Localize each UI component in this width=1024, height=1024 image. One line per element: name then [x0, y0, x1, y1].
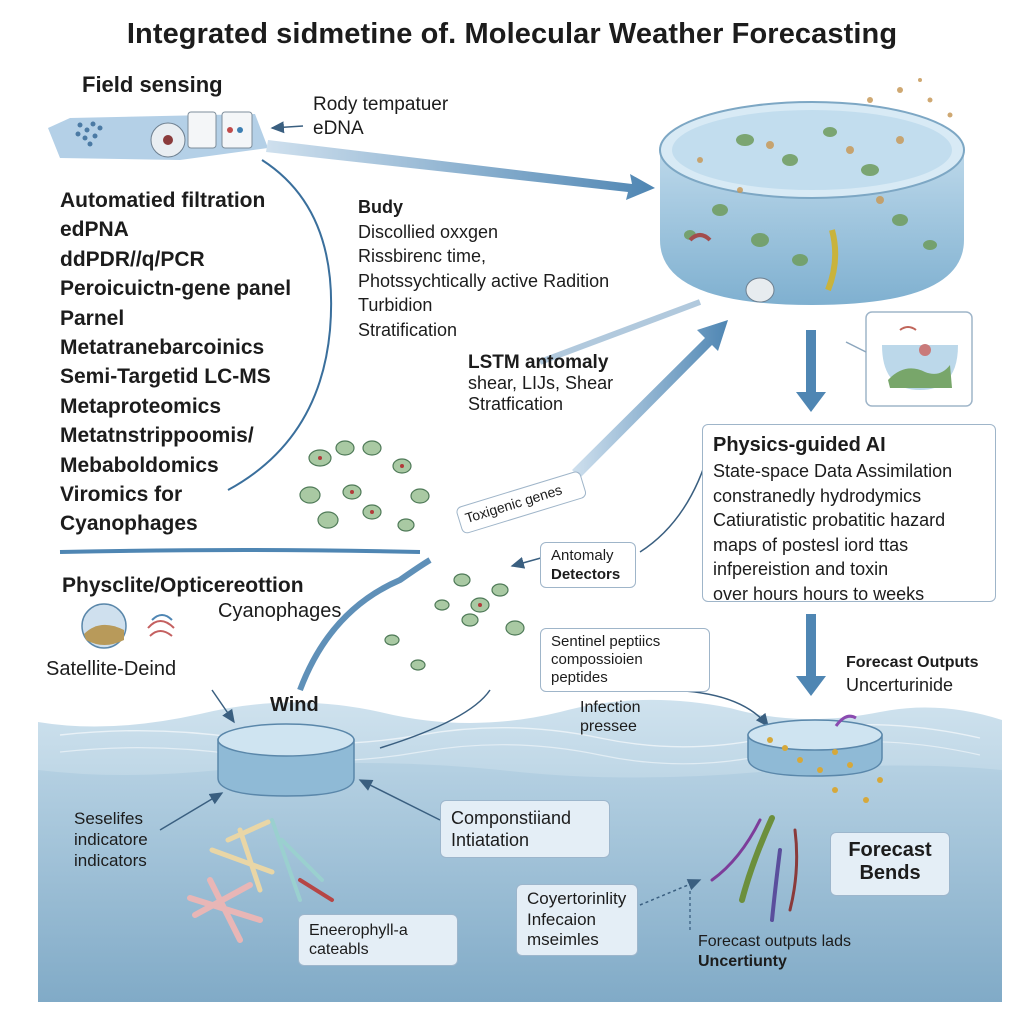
satellite-pointer: [211, 689, 235, 724]
method-item: Metaproteomics: [60, 394, 222, 418]
forecast-bottom-label: Forecast outputs lads Uncertiunty: [698, 932, 851, 972]
physics-line: maps of postesl iord ttas: [713, 534, 909, 555]
satellite-label: Satellite-Deind: [46, 658, 177, 680]
forecast-outputs-sub: Uncerturinide: [846, 675, 954, 695]
parameter-item: Discollied oxxgen: [358, 221, 499, 242]
parameter-item: Stratification: [358, 319, 458, 340]
method-item: Cyanophages: [60, 512, 198, 536]
lstm-heading: LSTM antomaly: [468, 352, 609, 373]
top-tank: [659, 78, 965, 305]
wind-label: Wind: [270, 694, 319, 716]
forecast-bends-box: Forecast Bends: [830, 832, 950, 896]
method-item: Viromics for: [60, 483, 183, 507]
forecast-bends-line1: Forecast: [848, 839, 932, 861]
seselifes-pointer: [159, 792, 224, 831]
method-list: Automatied filtration edPNA ddPDR//q/PCR…: [60, 186, 291, 539]
field-sensing-heading: Field sensing: [82, 72, 223, 97]
tank-down-arrow: [796, 330, 826, 412]
cyanobacteria-cells: [299, 440, 525, 671]
inset-tank-card: [845, 311, 973, 407]
right-sensor-disk: [747, 714, 883, 803]
sentinel-line3: peptides: [551, 669, 608, 686]
physics-guided-ai-box: Physics-guided AI State-space Data Assim…: [702, 424, 996, 604]
forecast-outputs-block: Forecast Outputs Uncerturinide: [846, 652, 978, 696]
forecast-bends-line2: Bends: [859, 862, 921, 884]
parameter-item: Rissbirenc time,: [358, 246, 487, 266]
cyanophages-label: Cyanophages: [218, 600, 342, 622]
method-item: Automatied filtration: [60, 189, 266, 212]
parameter-list: Budy Discollied oxxgen Rissbirenc time, …: [358, 195, 609, 342]
sentinel-line2: compossioien: [551, 651, 643, 668]
seselifes-line2: indicatore: [74, 830, 148, 849]
forecast-bottom-line1: Forecast outputs lads: [698, 933, 851, 950]
coyert-pointer: [639, 879, 702, 906]
left-divider-curve: [59, 548, 421, 554]
toxigenic-to-tank-arrow: [572, 320, 728, 478]
method-item: Mebaboldomics: [60, 453, 219, 477]
method-item: edPNA: [60, 218, 129, 242]
infection-line1: Infection: [580, 699, 641, 716]
anomaly-detectors-box: Antomaly Detectors: [540, 542, 636, 588]
method-item: Metatnstrippoomis/: [60, 424, 254, 448]
physics-heading: Physics-guided AI: [713, 434, 886, 456]
sentinel-line1: Sentinel peptiics: [551, 633, 661, 650]
coyertorinlity-line3: mseimles: [527, 930, 599, 949]
forecast-bottom-line2: Uncertiunty: [698, 953, 787, 970]
componstii-line1: Componstiiand: [451, 808, 572, 828]
seselifes-line3: indicators: [74, 851, 147, 870]
lstm-line1: shear, LIJs, Shear: [468, 373, 614, 393]
infection-line2: pressee: [580, 718, 637, 735]
field-sensing-note-line2: eDNA: [313, 118, 364, 139]
sensing-to-tank-arrow: [266, 140, 655, 200]
wind-curve: [297, 557, 432, 692]
physclite-label: Physclite/Opticereottion: [62, 574, 304, 597]
componstii-pointer: [358, 779, 441, 821]
parameter-item: Photssychtically active Radition: [358, 270, 610, 291]
sentinel-connector: [379, 689, 491, 749]
sentinel-peptides-box: Sentinel peptiics compossioien peptides: [540, 628, 710, 692]
edna-pointer-arrow: [270, 121, 304, 134]
method-item: Parnel: [60, 306, 125, 330]
coyertorinlity-line2: Infecaion: [527, 909, 596, 929]
anomaly-line2: Detectors: [551, 566, 621, 583]
seselifes-label: Seselifes indicatore indicators: [74, 808, 148, 871]
eneerophyll-line1: Eneerophyll-a: [309, 922, 408, 939]
eneerophyll-box: Eneerophyll-a cateabls: [298, 914, 458, 966]
seselifes-line1: Seselifes: [74, 809, 143, 828]
infection-label: Infection pressee: [580, 698, 640, 736]
physics-to-anomaly-curve: [639, 447, 711, 553]
algae-strands: [710, 815, 799, 922]
lstm-diagonal-arrow: [538, 299, 702, 365]
parameter-heading: Budy: [358, 197, 403, 217]
left-sensor-disk: [217, 723, 355, 797]
parameter-item: Turbidion: [358, 295, 433, 315]
physics-line: over hours hours to weeks: [713, 583, 925, 604]
method-item: Peroicuictn-gene panel: [60, 277, 292, 301]
physics-line: Catiuratistic probatitic hazard: [713, 510, 946, 530]
physics-line: infpereistion and toxin: [713, 559, 889, 579]
physics-down-arrow: [796, 614, 826, 696]
left-bracket-curve: [227, 159, 333, 491]
lstm-block: LSTM antomaly shear, LIJs, Shear Stratfi…: [468, 352, 613, 415]
method-item: Semi-Targetid LC-MS: [60, 365, 271, 389]
satellite-globe: [81, 603, 175, 649]
coyertorinlity-line1: Coyertorinlity: [527, 889, 627, 908]
componstii-line2: Intiatation: [451, 830, 530, 850]
coyertorinlity-box: Coyertorinlity Infecaion mseimles: [516, 884, 638, 956]
filament-organisms: [187, 818, 334, 943]
componstii-box: Componstiiand Intiatation: [440, 800, 610, 858]
eneerophyll-line2: cateabls: [309, 941, 369, 958]
field-sensing-note-line1: Rody tempatuer: [313, 94, 449, 115]
lstm-line2: Stratfication: [468, 394, 564, 414]
forecast-outputs-heading: Forecast Outputs: [846, 654, 979, 671]
field-sensing-device: [48, 111, 268, 160]
field-sensing-note: Rody tempatuer eDNA: [313, 93, 448, 141]
page-title: Integrated sidmetine of. Molecular Weath…: [126, 18, 898, 50]
method-item: ddPDR//q/PCR: [60, 247, 205, 271]
physics-line: constranedly hydrodymics: [713, 485, 922, 506]
anomaly-line1: Antomaly: [551, 547, 614, 564]
method-item: Metatranebarcoinics: [60, 336, 265, 360]
physics-line: State-space Data Assimilation: [713, 461, 953, 481]
